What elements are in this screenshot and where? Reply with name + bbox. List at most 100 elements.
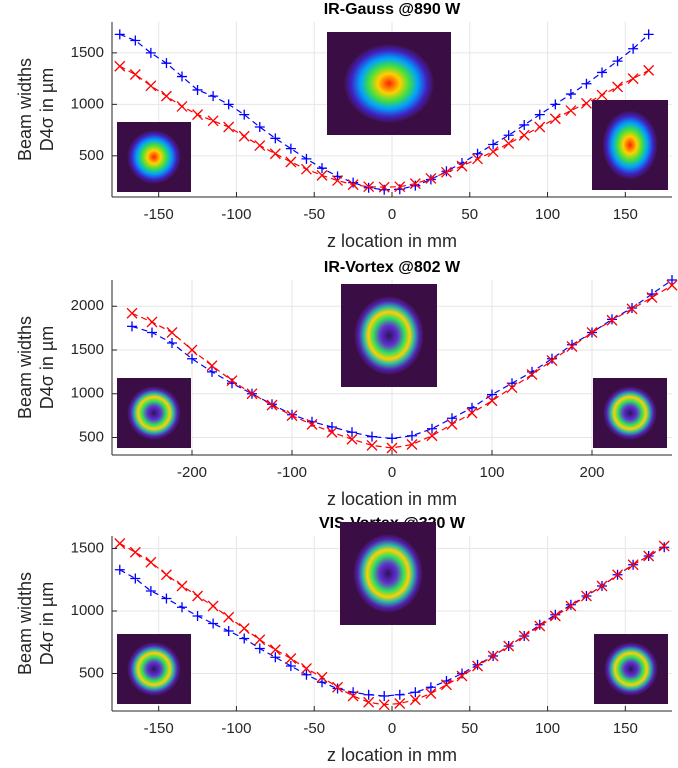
data-marker bbox=[565, 105, 577, 116]
x-tick-label: -100 bbox=[277, 464, 307, 481]
x-tick-label: -50 bbox=[303, 206, 325, 223]
data-marker bbox=[550, 609, 561, 620]
data-marker bbox=[254, 643, 265, 654]
data-marker bbox=[166, 327, 178, 338]
data-marker bbox=[440, 679, 452, 691]
chart-title: IR-Vortex @802 W bbox=[324, 259, 461, 276]
data-marker bbox=[145, 586, 156, 596]
data-marker bbox=[472, 660, 484, 672]
data-marker bbox=[526, 369, 538, 380]
data-marker bbox=[612, 56, 623, 67]
data-marker bbox=[549, 610, 561, 622]
data-marker bbox=[160, 569, 172, 581]
data-marker bbox=[627, 559, 639, 571]
data-marker bbox=[316, 169, 328, 181]
beam-spot bbox=[127, 642, 181, 696]
data-marker bbox=[206, 360, 218, 372]
data-marker bbox=[567, 339, 577, 350]
data-marker bbox=[612, 81, 624, 93]
series-line bbox=[131, 279, 673, 439]
data-marker bbox=[456, 670, 468, 682]
data-marker bbox=[549, 113, 561, 125]
data-marker bbox=[666, 279, 678, 291]
data-marker bbox=[285, 156, 297, 168]
data-marker bbox=[332, 175, 344, 186]
data-marker bbox=[332, 681, 344, 693]
x-tick-label: -150 bbox=[144, 720, 174, 737]
y-axis-label: D4σ in µm bbox=[37, 326, 57, 410]
data-marker bbox=[114, 60, 126, 72]
data-marker bbox=[580, 590, 592, 602]
data-marker bbox=[518, 630, 530, 642]
data-marker bbox=[346, 433, 358, 445]
data-marker bbox=[659, 542, 670, 553]
data-marker bbox=[503, 130, 514, 141]
data-marker bbox=[596, 89, 608, 101]
x-tick-label: -50 bbox=[303, 720, 325, 737]
data-marker bbox=[177, 602, 187, 613]
data-marker bbox=[586, 327, 598, 338]
data-marker bbox=[394, 689, 405, 700]
data-marker bbox=[534, 109, 545, 120]
beam-spot bbox=[344, 44, 434, 123]
x-tick-label: 100 bbox=[479, 464, 504, 481]
data-marker bbox=[192, 590, 204, 602]
data-marker bbox=[612, 569, 624, 581]
data-marker bbox=[129, 69, 141, 80]
x-axis-label: z location in mm bbox=[327, 489, 457, 509]
data-marker bbox=[378, 699, 390, 711]
data-marker bbox=[363, 182, 374, 193]
data-marker bbox=[378, 181, 390, 193]
data-marker bbox=[145, 80, 157, 92]
data-marker bbox=[147, 327, 157, 338]
data-marker bbox=[658, 540, 670, 552]
data-marker bbox=[300, 163, 312, 175]
data-marker bbox=[387, 433, 397, 444]
data-marker bbox=[367, 431, 377, 442]
x-tick-label: 50 bbox=[461, 206, 478, 223]
data-marker bbox=[456, 160, 468, 172]
y-axis-label: D4σ in µm bbox=[37, 582, 57, 666]
y-tick-label: 2000 bbox=[71, 297, 104, 314]
data-marker bbox=[317, 677, 327, 688]
data-marker bbox=[627, 73, 639, 85]
data-marker bbox=[254, 122, 265, 132]
y-tick-label: 1500 bbox=[71, 539, 104, 556]
beam-spot bbox=[127, 130, 181, 184]
x-tick-label: 0 bbox=[388, 720, 396, 737]
beam-spot bbox=[354, 296, 424, 375]
data-marker bbox=[347, 179, 359, 191]
data-marker bbox=[146, 316, 158, 328]
data-marker bbox=[326, 426, 338, 438]
data-marker bbox=[114, 564, 125, 575]
data-marker bbox=[447, 413, 457, 424]
data-marker bbox=[127, 321, 137, 332]
data-marker bbox=[565, 89, 576, 100]
data-marker bbox=[114, 538, 126, 549]
y-axis-label: D4σ in µm bbox=[37, 68, 57, 152]
data-marker bbox=[487, 389, 497, 400]
data-marker bbox=[534, 619, 545, 630]
data-marker bbox=[363, 689, 374, 700]
x-tick-label: 0 bbox=[388, 206, 396, 223]
data-marker bbox=[167, 338, 177, 348]
y-tick-label: 1500 bbox=[71, 44, 104, 61]
y-tick-label: 1500 bbox=[71, 341, 104, 358]
data-marker bbox=[208, 618, 219, 629]
data-marker bbox=[386, 442, 398, 454]
data-marker bbox=[192, 109, 204, 121]
data-marker bbox=[114, 29, 125, 40]
data-marker bbox=[596, 580, 608, 592]
data-marker bbox=[316, 671, 328, 683]
y-tick-label: 500 bbox=[79, 664, 104, 681]
data-marker bbox=[487, 650, 499, 662]
data-marker bbox=[239, 633, 250, 644]
x-axis-label: z location in mm bbox=[327, 745, 457, 765]
data-marker bbox=[426, 430, 438, 442]
data-marker bbox=[145, 47, 156, 58]
x-tick-label: -100 bbox=[221, 206, 251, 223]
x-tick-label: 150 bbox=[613, 206, 638, 223]
data-marker bbox=[410, 687, 421, 698]
beam-spot bbox=[353, 534, 423, 613]
data-marker bbox=[285, 661, 296, 671]
